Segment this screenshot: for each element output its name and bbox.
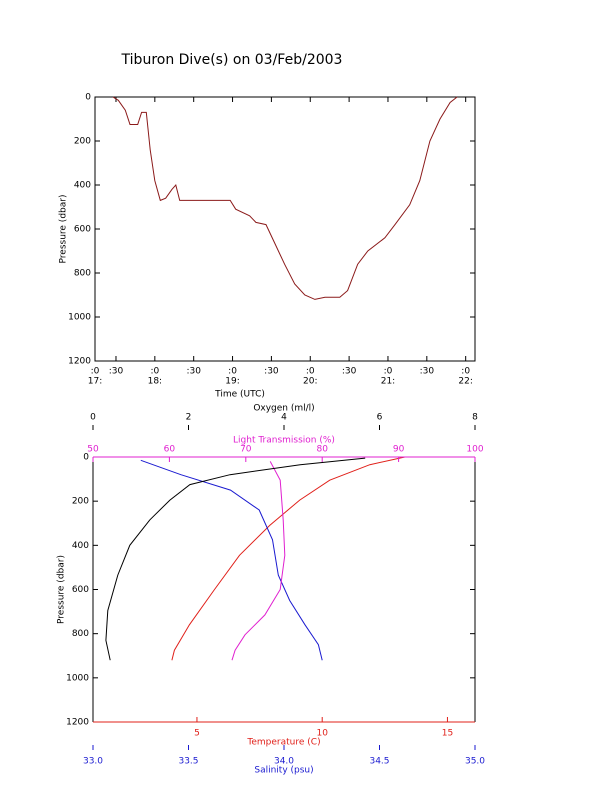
x-tick-label: 4 [281, 413, 287, 423]
x-tick-label: :0 [384, 367, 393, 377]
x-tick-label: 100 [466, 445, 483, 455]
y-tick-label: 1200 [68, 357, 91, 367]
x-tick-label: 70 [240, 445, 252, 455]
profile-line [171, 456, 406, 661]
y-tick-label: 400 [72, 541, 89, 551]
y-tick-label: 1200 [66, 718, 89, 728]
x-tick-label: :0 [306, 367, 315, 377]
x-hour-label: 17: [88, 377, 102, 387]
y-tick-label: 800 [72, 629, 89, 639]
x-tick-label: 34.0 [274, 757, 294, 767]
x-tick-label: 2 [186, 413, 192, 423]
y-tick-label: 200 [72, 497, 89, 507]
x-tick-label: :30 [420, 367, 435, 377]
x-tick-label: 6 [377, 413, 383, 423]
x-tick-label: 60 [164, 445, 176, 455]
x-tick-label: :30 [109, 367, 124, 377]
x-tick-label: 35.0 [465, 757, 485, 767]
plot-frame [94, 96, 476, 362]
x-hour-label: 18: [148, 377, 162, 387]
x-tick-label: 80 [316, 445, 328, 455]
y-tick-label: 0 [85, 93, 91, 103]
profile-line [231, 461, 286, 661]
x-tick-label: 50 [87, 445, 99, 455]
x-hour-label: 21: [381, 377, 395, 387]
x-tick-label: 15 [442, 729, 453, 739]
y-tick-label: 400 [74, 181, 91, 191]
y-tick-label: 600 [72, 585, 89, 595]
x-tick-label: 90 [393, 445, 405, 455]
x-axis-label: Time (UTC) [214, 390, 265, 400]
pressure-line [112, 96, 458, 300]
y-tick-label: 1000 [66, 673, 89, 683]
x-hour-label: 22: [458, 377, 472, 387]
x-tick-label: 33.5 [178, 757, 198, 767]
x-tick-label: :0 [228, 367, 237, 377]
x-tick-label: :30 [186, 367, 201, 377]
y-tick-label: 800 [74, 269, 91, 279]
y-tick-label: 600 [74, 225, 91, 235]
x-tick-label: 33.0 [83, 757, 103, 767]
x-tick-label: 34.5 [369, 757, 389, 767]
x-axis-label: Oxygen (ml/l) [253, 404, 314, 414]
profile-line [105, 457, 366, 661]
title: Tiburon Dive(s) on 03/Feb/2003 [121, 52, 343, 68]
x-tick-label: 5 [194, 729, 200, 739]
y-axis-label: Pressure (dbar) [57, 555, 67, 624]
x-axis-label: Light Transmission (%) [233, 436, 335, 446]
x-hour-label: 19: [225, 377, 239, 387]
profile-line [140, 459, 323, 661]
y-axis-label: Pressure (dbar) [59, 195, 69, 264]
x-tick-label: 10 [316, 729, 328, 739]
x-tick-label: :0 [461, 367, 470, 377]
x-tick-label: 8 [472, 413, 478, 423]
x-tick-label: :30 [342, 367, 357, 377]
x-tick-label: :0 [91, 367, 100, 377]
x-axis-label: Salinity (psu) [254, 766, 313, 776]
x-axis-label: Temperature (C) [246, 738, 320, 748]
y-tick-label: 200 [74, 137, 91, 147]
x-tick-label: :30 [264, 367, 279, 377]
y-tick-label: 1000 [68, 313, 91, 323]
x-tick-label: :0 [150, 367, 159, 377]
x-tick-label: 0 [90, 413, 96, 423]
y-tick-label: 0 [83, 453, 89, 463]
x-hour-label: 20: [303, 377, 317, 387]
